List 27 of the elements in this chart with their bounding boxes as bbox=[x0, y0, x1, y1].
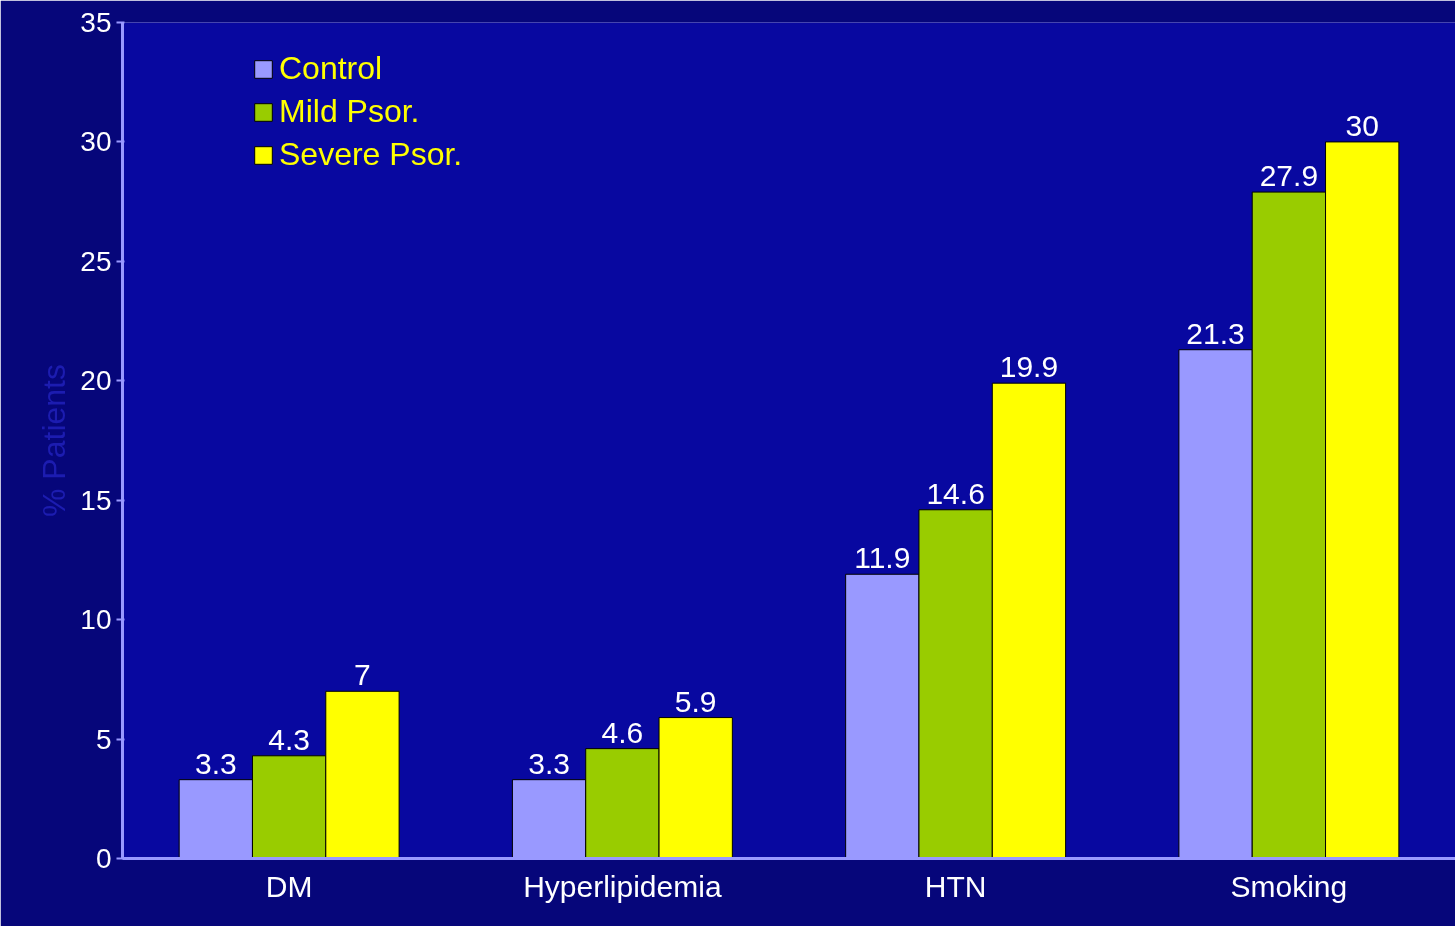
data-label: 30 bbox=[1345, 108, 1379, 142]
data-label: 4.3 bbox=[268, 722, 310, 756]
y-tick-label: 35 bbox=[80, 7, 112, 38]
data-label: 19.9 bbox=[999, 350, 1059, 384]
data-label: 14.6 bbox=[926, 476, 985, 510]
y-tick-label: 0 bbox=[95, 843, 112, 874]
y-tick-label: 25 bbox=[80, 245, 112, 277]
y-tick-label: 15 bbox=[80, 484, 112, 516]
x-tick-label: HTN bbox=[924, 869, 987, 903]
legend-label: Control bbox=[279, 50, 383, 87]
data-label: 5.9 bbox=[674, 684, 717, 718]
data-label: 11.9 bbox=[854, 541, 911, 575]
data-label: 21.3 bbox=[1186, 316, 1245, 350]
y-tick-label: 30 bbox=[80, 126, 112, 158]
data-label: 3.3 bbox=[194, 746, 237, 780]
data-label: 7 bbox=[354, 658, 371, 692]
data-label: 4.6 bbox=[601, 715, 644, 749]
x-tick-label: Hyperlipidemia bbox=[523, 869, 722, 903]
y-tick-label: 20 bbox=[80, 365, 112, 397]
x-tick-label: DM bbox=[265, 869, 313, 903]
y-tick-label: 10 bbox=[80, 604, 112, 636]
y-tick-label: 5 bbox=[95, 723, 112, 755]
legend-label: Severe Psor. bbox=[279, 136, 463, 173]
data-label: 3.3 bbox=[528, 746, 570, 780]
legend-label: Mild Psor. bbox=[279, 93, 420, 130]
data-label: 27.9 bbox=[1259, 159, 1319, 193]
x-tick-label: Smoking bbox=[1230, 869, 1348, 903]
